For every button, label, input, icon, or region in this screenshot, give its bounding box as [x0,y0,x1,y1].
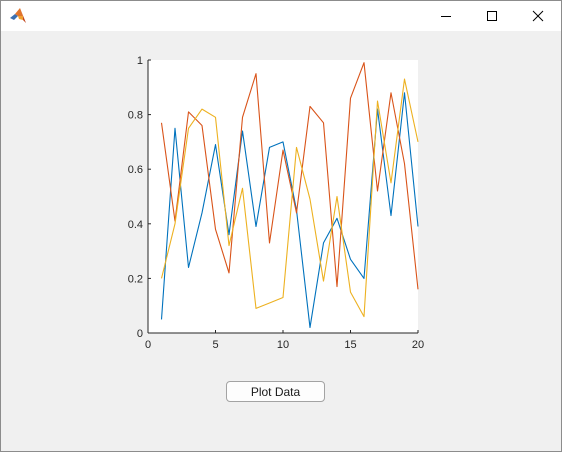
y-tick-label: 0.8 [128,110,143,122]
y-tick-label: 0.2 [128,273,143,285]
plot-data-button[interactable]: Plot Data [226,381,325,402]
line-chart: 0 5 10 15 20 0 0.2 0.4 0.6 0.8 1 [128,55,424,351]
minimize-button[interactable] [423,1,469,31]
maximize-button[interactable] [469,1,515,31]
x-tick-label: 20 [412,339,424,351]
series-line-2 [160,62,419,290]
x-tick-label: 10 [277,339,289,351]
y-tick-label: 0 [137,328,143,340]
maximize-icon [486,10,498,22]
axes-background [148,60,418,333]
title-bar[interactable] [1,1,561,31]
minimize-icon [440,10,452,22]
close-icon [532,10,544,22]
y-tick-label: 0.4 [128,219,143,231]
series-line-3 [160,78,419,318]
figure-content: 0 5 10 15 20 0 0.2 0.4 0.6 0.8 1 Plot Data [1,31,561,451]
y-tick-label: 1 [137,55,143,67]
y-axis-ticks: 0 0.2 0.4 0.6 0.8 1 [128,55,151,340]
x-tick-label: 5 [212,339,218,351]
y-tick-label: 0.6 [128,164,143,176]
x-tick-label: 15 [344,339,356,351]
close-button[interactable] [515,1,561,31]
x-tick-label: 0 [145,339,151,351]
series-lines [160,62,419,329]
matlab-logo-icon [9,7,27,25]
x-axis-ticks: 0 5 10 15 20 [145,330,424,351]
